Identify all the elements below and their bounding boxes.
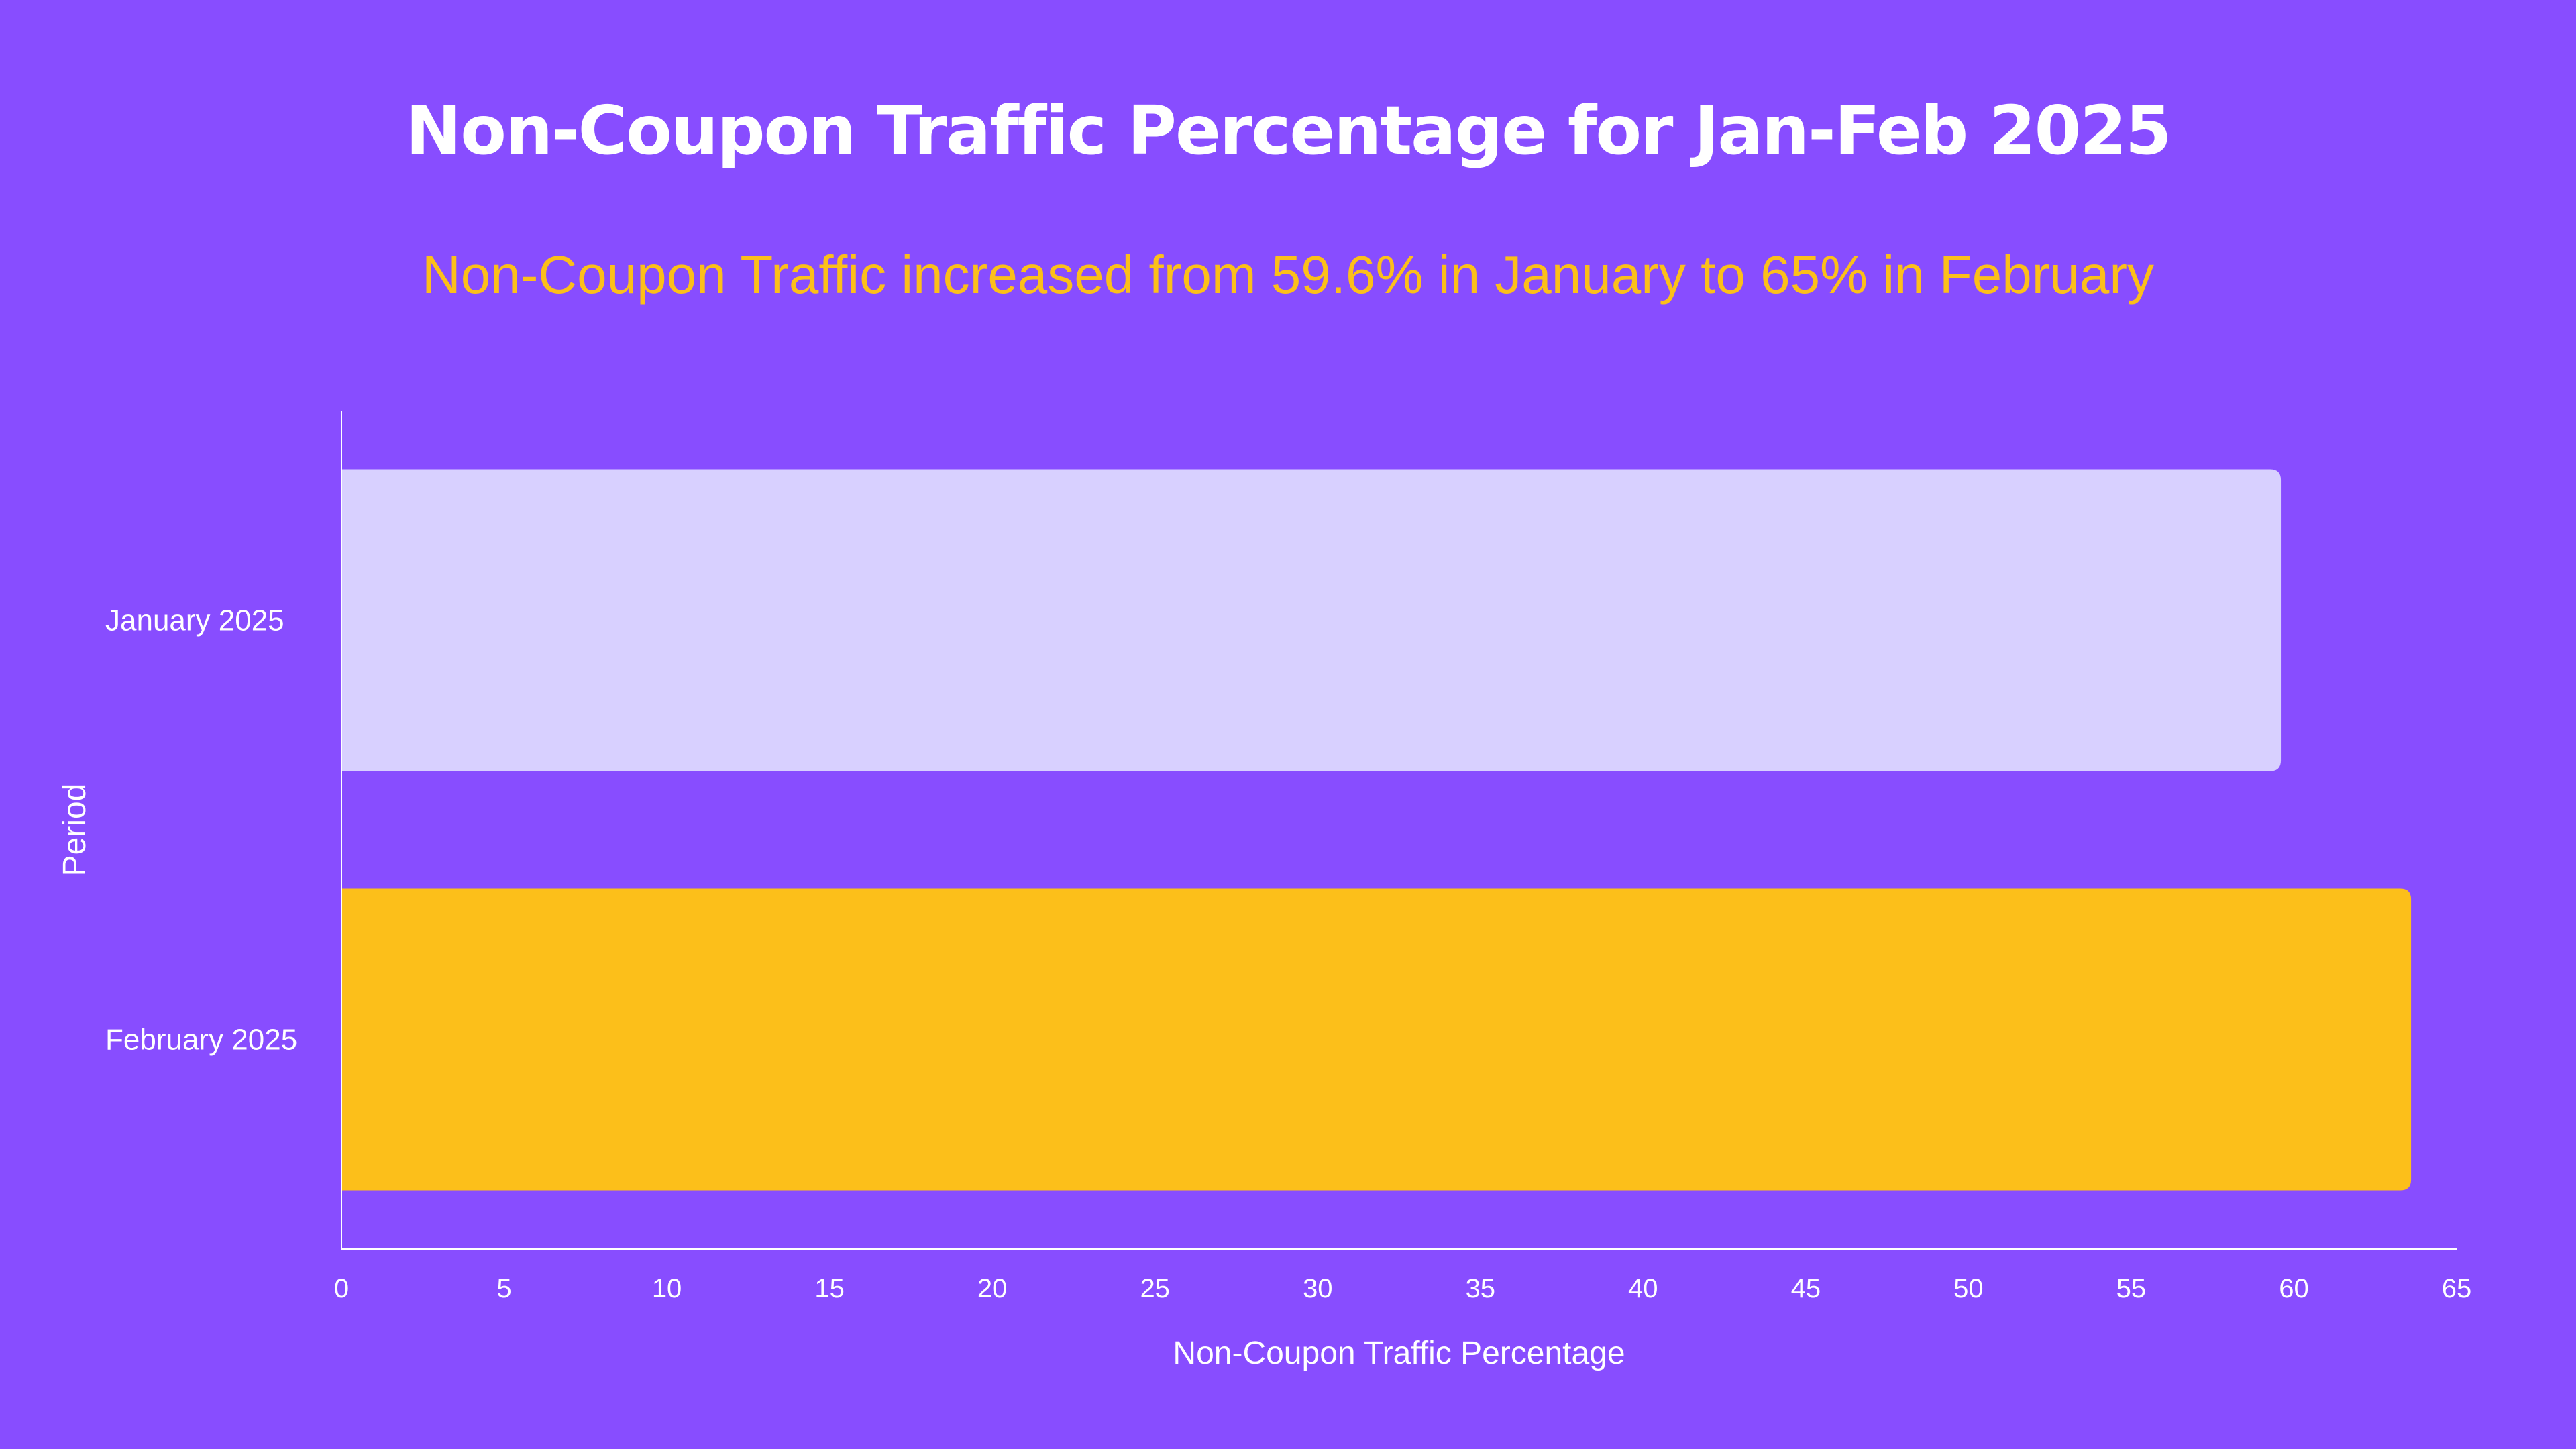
- x-tick-labels: 0 5 10 15 20 25 30 35 40 45 50 55 60 65: [334, 1274, 2471, 1303]
- x-tick-label: 25: [1140, 1274, 1170, 1303]
- x-tick-label: 5: [496, 1274, 511, 1303]
- y-category-label: February 2025: [105, 1024, 297, 1057]
- x-tick-label: 60: [2279, 1274, 2309, 1303]
- x-tick-label: 50: [1953, 1274, 1984, 1303]
- chart-title: Non-Coupon Traffic Percentage for Jan-Fe…: [405, 91, 2172, 170]
- x-tick-label: 45: [1791, 1274, 1821, 1303]
- x-tick-label: 20: [977, 1274, 1008, 1303]
- bar-january-2025: [341, 469, 2282, 771]
- x-tick-label: 15: [814, 1274, 845, 1303]
- chart-subtitle: Non-Coupon Traffic increased from 59.6% …: [421, 245, 2155, 305]
- x-axis-title: Non-Coupon Traffic Percentage: [1173, 1336, 1625, 1371]
- y-category-label: January 2025: [105, 604, 284, 637]
- x-tick-label: 55: [2116, 1274, 2147, 1303]
- x-tick-label: 0: [334, 1274, 349, 1303]
- x-tick-label: 65: [2442, 1274, 2472, 1303]
- y-category-labels: January 2025 February 2025: [105, 604, 297, 1057]
- bars-layer: [341, 469, 2412, 1191]
- x-tick-label: 10: [652, 1274, 682, 1303]
- x-tick-label: 35: [1466, 1274, 1496, 1303]
- y-axis-title: Period: [57, 784, 93, 877]
- x-tick-label: 30: [1303, 1274, 1333, 1303]
- bar-february-2025: [341, 888, 2412, 1191]
- x-tick-label: 40: [1628, 1274, 1658, 1303]
